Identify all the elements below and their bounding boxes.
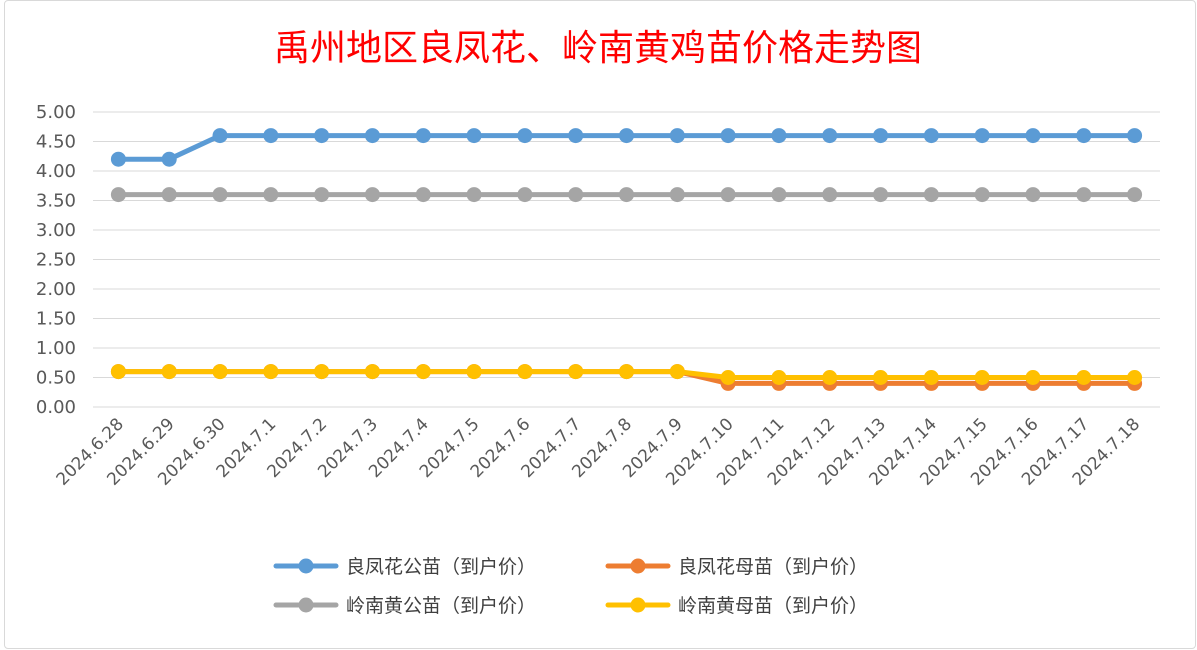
data-point	[771, 370, 787, 385]
data-point	[1076, 370, 1092, 385]
data-point	[720, 370, 736, 385]
data-point	[212, 187, 228, 203]
data-point	[873, 128, 889, 144]
data-point	[263, 187, 279, 203]
data-point	[822, 370, 838, 385]
plot-area	[110, 128, 1143, 391]
y-tick-label: 3.50	[36, 191, 76, 212]
data-point	[1127, 128, 1143, 144]
data-point	[1127, 370, 1143, 385]
data-point	[263, 364, 279, 380]
data-point	[1025, 128, 1041, 144]
y-tick-label: 2.00	[36, 279, 76, 300]
data-point	[466, 364, 482, 380]
y-tick-label: 0.00	[36, 397, 76, 418]
data-point	[619, 187, 634, 203]
data-point	[364, 364, 380, 380]
data-point	[161, 364, 177, 380]
data-point	[466, 187, 482, 203]
data-point	[974, 370, 990, 385]
legend-label: 岭南黄母苗（到户价）	[678, 595, 868, 617]
data-point	[161, 187, 177, 203]
data-point	[568, 128, 584, 144]
legend-marker	[630, 558, 646, 574]
legend-label: 岭南黄公苗（到户价）	[346, 595, 536, 617]
y-tick-label: 4.00	[36, 161, 76, 182]
data-point	[822, 187, 838, 203]
data-point	[568, 364, 584, 380]
data-point	[1076, 187, 1092, 203]
data-point	[161, 151, 177, 167]
legend-item: 岭南黄母苗（到户价）	[605, 595, 868, 617]
y-tick-label: 5.00	[36, 102, 76, 123]
data-point	[923, 187, 939, 203]
series-3	[110, 187, 1143, 203]
data-point	[212, 364, 228, 380]
legend-marker	[298, 597, 314, 613]
data-point	[110, 151, 126, 167]
data-point	[568, 187, 584, 203]
data-point	[720, 128, 736, 144]
legend-marker	[630, 597, 646, 613]
y-tick-label: 1.50	[36, 309, 76, 330]
data-point	[1127, 187, 1143, 203]
legend-item: 良凤花公苗（到户价）	[273, 556, 536, 578]
legend-label: 良凤花母苗（到户价）	[678, 556, 868, 578]
data-point	[669, 128, 685, 144]
y-tick-label: 4.50	[36, 132, 76, 153]
data-point	[415, 128, 431, 144]
y-tick-label: 2.50	[36, 250, 76, 271]
data-point	[517, 187, 533, 203]
data-point	[517, 128, 533, 144]
legend-item: 岭南黄公苗（到户价）	[273, 595, 536, 617]
data-point	[466, 128, 482, 144]
data-point	[110, 364, 126, 380]
data-point	[415, 187, 431, 203]
data-point	[1025, 370, 1041, 385]
series-4	[110, 364, 1143, 385]
data-point	[1076, 128, 1092, 144]
data-point	[720, 187, 736, 203]
grid-layer	[93, 111, 1160, 408]
data-point	[364, 187, 380, 203]
data-point	[517, 364, 533, 380]
data-point	[212, 128, 228, 144]
data-point	[771, 187, 787, 203]
data-point	[974, 187, 990, 203]
data-point	[619, 364, 634, 380]
y-tick-label: 3.00	[36, 220, 76, 241]
data-point	[669, 364, 685, 380]
series-1	[110, 128, 1143, 167]
legend-label: 良凤花公苗（到户价）	[346, 556, 536, 578]
data-point	[669, 187, 685, 203]
data-point	[314, 187, 330, 203]
data-point	[314, 128, 330, 144]
y-axis: 0.00 0.50 1.00 1.50 2.00 2.50 3.00 3.50 4.00 4.50…	[36, 102, 76, 418]
data-point	[110, 187, 126, 203]
legend-item: 良凤花母苗（到户价）	[605, 556, 868, 578]
data-point	[771, 128, 787, 144]
data-point	[873, 370, 889, 385]
data-point	[974, 128, 990, 144]
data-point	[314, 364, 330, 380]
data-point	[822, 128, 838, 144]
data-point	[364, 128, 380, 144]
data-point	[873, 187, 889, 203]
data-point	[1025, 187, 1041, 203]
legend-marker	[298, 558, 314, 574]
legend: 良凤花公苗（到户价） 良凤花母苗（到户价） 岭南黄公苗（到户价） 岭南黄母苗（到户价）	[273, 556, 868, 617]
data-point	[263, 128, 279, 144]
data-point	[619, 128, 634, 144]
chart-frame	[4, 0, 1196, 649]
chart-title: 禹州地区良凤花、岭南黄鸡苗价格走势图	[274, 28, 922, 69]
data-point	[923, 128, 939, 144]
y-tick-label: 1.00	[36, 338, 76, 359]
x-axis: 2024.6.282024.6.292024.6.302024.7.12024.…	[53, 414, 1145, 489]
y-tick-label: 0.50	[36, 368, 76, 389]
data-point	[415, 364, 431, 380]
data-point	[923, 370, 939, 385]
